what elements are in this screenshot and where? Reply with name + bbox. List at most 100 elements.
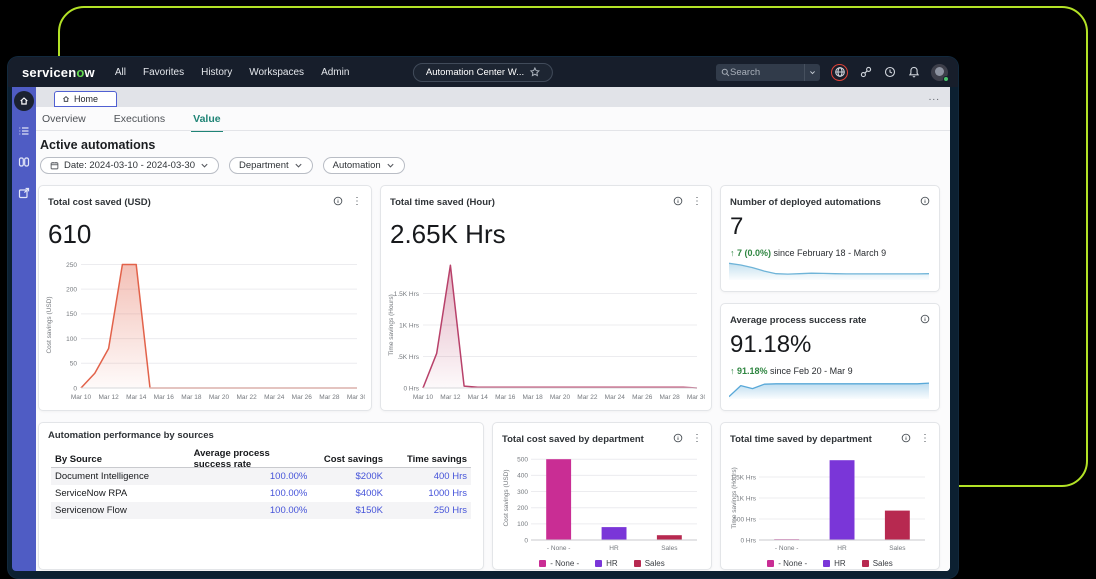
kebab-menu-icon[interactable]: ⋮ xyxy=(692,196,702,207)
svg-text:- None -: - None - xyxy=(775,545,798,552)
card-total-cost-saved: Total cost saved (USD) ⋮ 610 0 50 100 150 20… xyxy=(38,185,372,411)
tab-overflow-menu[interactable]: ... xyxy=(928,92,940,103)
user-avatar[interactable] xyxy=(931,63,949,82)
legend-item[interactable]: - None - xyxy=(539,559,579,568)
app-window: servicenow All Favorites History Workspa… xyxy=(8,57,958,578)
department-filter-label: Department xyxy=(238,160,289,171)
legend-item[interactable]: HR xyxy=(823,559,846,568)
deployed-sparkline-chart xyxy=(728,262,930,280)
info-icon[interactable] xyxy=(920,311,930,329)
info-icon[interactable] xyxy=(920,193,930,211)
tab-value[interactable]: Value xyxy=(191,110,223,132)
svg-text:1.5K Hrs: 1.5K Hrs xyxy=(731,474,757,481)
tab-label: Home xyxy=(74,94,99,104)
legend-item[interactable]: - None - xyxy=(767,559,807,568)
value-link-cell[interactable]: 250 Hrs xyxy=(433,505,467,516)
legend-item[interactable]: Sales xyxy=(633,559,665,568)
globe-icon[interactable] xyxy=(831,63,848,81)
svg-text:1.5K Hrs: 1.5K Hrs xyxy=(394,291,420,298)
external-link-icon xyxy=(18,187,30,199)
value-link-cell[interactable]: $200K xyxy=(355,471,383,482)
column-header: Cost savings xyxy=(323,453,383,465)
workspace-tab-strip: Home ... xyxy=(36,87,950,107)
workspace-switcher[interactable]: Automation Center W... xyxy=(412,62,554,82)
search-input[interactable] xyxy=(730,66,792,78)
svg-text:Sales: Sales xyxy=(889,545,906,552)
tab-home[interactable]: Home xyxy=(54,91,118,107)
date-filter[interactable]: Date: 2024-03-10 - 2024-03-30 xyxy=(40,157,219,174)
favorite-star-icon[interactable] xyxy=(530,67,541,77)
value-link-cell[interactable]: 400 Hrs xyxy=(433,471,467,482)
page-title: Active automations xyxy=(40,138,156,152)
svg-text:1K Hrs: 1K Hrs xyxy=(399,322,420,329)
trend-indicator: ↑ 7 (0.0%) since February 18 - March 9 xyxy=(721,241,939,258)
trend-change: ↑ 7 (0.0%) xyxy=(730,248,772,258)
global-search[interactable] xyxy=(716,63,820,81)
info-icon[interactable] xyxy=(673,430,683,448)
value-link-cell[interactable]: 100.00% xyxy=(269,488,308,499)
value-link-cell[interactable]: 100.00% xyxy=(269,505,308,516)
kebab-menu-icon[interactable]: ⋮ xyxy=(352,196,362,207)
legend-swatch xyxy=(823,560,831,567)
cost-by-department-bar-chart: 0 100 200 300 400 500 - None - HR Sales Cost savi… xyxy=(503,457,697,552)
sidebar-pages-button[interactable] xyxy=(18,155,30,173)
trend-period: since Feb 20 - Mar 9 xyxy=(770,366,853,376)
nav-item-workspaces[interactable]: Workspaces xyxy=(249,66,305,78)
automation-filter[interactable]: Automation xyxy=(322,157,405,174)
svg-text:500: 500 xyxy=(517,457,528,464)
sidebar-list-button[interactable] xyxy=(18,124,30,142)
success-sparkline-chart xyxy=(728,382,930,399)
info-icon[interactable] xyxy=(673,193,683,211)
legend-item[interactable]: Sales xyxy=(861,559,893,568)
value-link-cell[interactable]: $400K xyxy=(355,488,383,499)
link-icon[interactable] xyxy=(859,66,872,79)
clock-icon[interactable] xyxy=(883,66,896,79)
tab-executions[interactable]: Executions xyxy=(113,113,166,125)
value-link-cell[interactable]: $150K xyxy=(355,505,383,516)
chevron-down-icon xyxy=(295,163,302,168)
info-icon[interactable] xyxy=(901,430,911,448)
chart-legend: - None - HR Sales xyxy=(721,557,939,568)
svg-text:Mar 28: Mar 28 xyxy=(319,394,340,401)
chevron-down-icon xyxy=(810,70,815,74)
card-total-time-saved: Total time saved (Hour) ⋮ 2.65K Hrs 0 Hr… xyxy=(380,185,712,411)
notifications-bell-icon[interactable] xyxy=(907,66,920,79)
svg-text:Cost savings (USD): Cost savings (USD) xyxy=(503,469,510,526)
tab-overview[interactable]: Overview xyxy=(42,113,86,125)
kebab-menu-icon[interactable]: ⋮ xyxy=(692,433,702,444)
department-filter[interactable]: Department xyxy=(228,157,313,174)
content-column: Home ... Overview Executions Value Activ… xyxy=(36,87,950,571)
svg-text:Mar 22: Mar 22 xyxy=(236,394,257,401)
card-title: Automation performance by sources xyxy=(48,430,214,441)
value-link-cell[interactable]: 1000 Hrs xyxy=(428,488,467,499)
svg-text:.5K Hrs: .5K Hrs xyxy=(397,354,419,361)
svg-text:Mar 18: Mar 18 xyxy=(522,394,543,401)
legend-item[interactable]: HR xyxy=(595,559,618,568)
sidebar-open-new-button[interactable] xyxy=(18,186,30,204)
column-header: By Source xyxy=(55,453,102,465)
nav-item-history[interactable]: History xyxy=(201,66,233,78)
value-link-cell[interactable]: 100.00% xyxy=(269,471,308,482)
calendar-icon xyxy=(50,161,59,170)
nav-item-all[interactable]: All xyxy=(114,66,126,78)
metric-value: 7 xyxy=(730,213,744,240)
svg-text:Mar 10: Mar 10 xyxy=(71,394,92,401)
svg-text:0 Hrs: 0 Hrs xyxy=(403,385,419,392)
dashboard-tabs: Overview Executions Value xyxy=(40,110,223,132)
svg-text:200: 200 xyxy=(517,505,528,512)
legend-swatch xyxy=(595,560,603,567)
nav-item-admin[interactable]: Admin xyxy=(321,66,350,78)
svg-text:Mar 18: Mar 18 xyxy=(181,394,202,401)
nav-item-favorites[interactable]: Favorites xyxy=(142,66,185,78)
metric-value: 91.18% xyxy=(730,331,812,358)
home-icon xyxy=(63,95,69,102)
info-icon[interactable] xyxy=(333,193,343,211)
svg-text:Time savings (Hours): Time savings (Hours) xyxy=(731,467,738,529)
svg-text:Mar 24: Mar 24 xyxy=(264,394,285,401)
kebab-menu-icon[interactable]: ⋮ xyxy=(920,433,930,444)
svg-text:Mar 20: Mar 20 xyxy=(209,394,230,401)
sidebar-home-button[interactable] xyxy=(14,91,34,111)
svg-text:Mar 22: Mar 22 xyxy=(577,394,598,401)
card-cost-by-department: Total cost saved by department ⋮ 0 100 200… xyxy=(492,422,712,570)
search-scope-dropdown[interactable] xyxy=(804,63,820,81)
